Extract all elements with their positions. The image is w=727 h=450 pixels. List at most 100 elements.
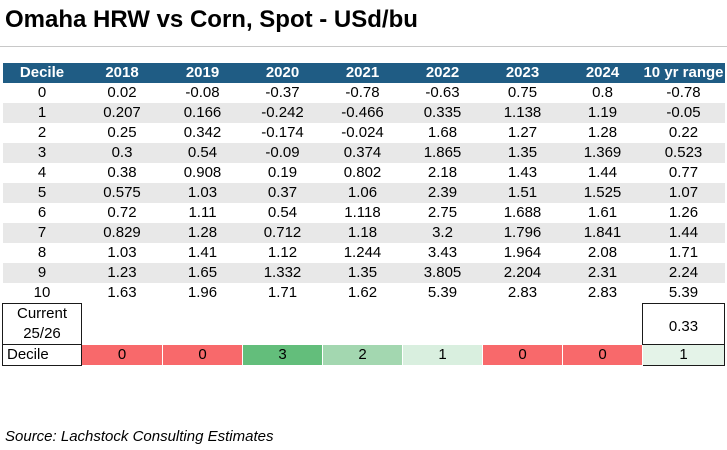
cell-decile: 1 bbox=[2, 103, 82, 123]
cell-2021: 1.18 bbox=[322, 223, 403, 243]
title-bar: Omaha HRW vs Corn, Spot - USd/bu bbox=[0, 0, 727, 47]
cell-2018: 0.25 bbox=[81, 123, 163, 143]
cell-2022: 2.39 bbox=[402, 183, 483, 203]
cell-10yr-range: 1.71 bbox=[642, 243, 725, 263]
cell-2021: 0.374 bbox=[322, 143, 403, 163]
header-2020: 2020 bbox=[242, 63, 323, 83]
decile-row: Decile 0 0 3 2 1 0 0 1 bbox=[2, 344, 725, 366]
cell-decile: 7 bbox=[2, 223, 82, 243]
cell-2022: 0.335 bbox=[402, 103, 483, 123]
cell-2019: 0.908 bbox=[162, 163, 243, 183]
cell-2018: 0.38 bbox=[81, 163, 163, 183]
cell-2018: 0.575 bbox=[81, 183, 163, 203]
cell-2018: 0.02 bbox=[81, 83, 163, 103]
cell-2018: 0.207 bbox=[81, 103, 163, 123]
cell-2022: 2.75 bbox=[402, 203, 483, 223]
cell-2020: 1.71 bbox=[242, 283, 323, 304]
cell-2023: 1.35 bbox=[482, 143, 563, 163]
cell-2019: 1.96 bbox=[162, 283, 243, 304]
cell-2018: 0.3 bbox=[81, 143, 163, 163]
cell-2024: 1.19 bbox=[562, 103, 643, 123]
cell-2019: 0.342 bbox=[162, 123, 243, 143]
cell-2021: 1.35 bbox=[322, 263, 403, 283]
cell-decile: 0 bbox=[2, 83, 82, 103]
cell-2020: -0.37 bbox=[242, 83, 323, 103]
header-10yr-range: 10 yr range bbox=[642, 63, 725, 83]
cell-2023: 1.964 bbox=[482, 243, 563, 263]
cell-2024: 2.31 bbox=[562, 263, 643, 283]
cell-2018: 1.63 bbox=[81, 283, 163, 304]
cell-2023: 1.138 bbox=[482, 103, 563, 123]
cell-decile: 9 bbox=[2, 263, 82, 283]
header-2023: 2023 bbox=[482, 63, 563, 83]
cell-2019: 1.28 bbox=[162, 223, 243, 243]
cell-decile: 5 bbox=[2, 183, 82, 203]
cell-2018: 0.829 bbox=[81, 223, 163, 243]
current-label-line1: Current bbox=[16, 305, 68, 322]
cell-2024: 1.525 bbox=[562, 183, 643, 203]
header-2022: 2022 bbox=[402, 63, 483, 83]
table-row: 2 0.25 0.342 -0.174 -0.024 1.68 1.27 1.28 0.22 bbox=[2, 123, 725, 143]
cell-2021: -0.466 bbox=[322, 103, 403, 123]
table-row: 8 1.03 1.41 1.12 1.244 3.43 1.964 2.08 1.71 bbox=[2, 243, 725, 263]
cell-10yr-range: 0.77 bbox=[642, 163, 725, 183]
cell-2019: 1.03 bbox=[162, 183, 243, 203]
cell-2023: 1.51 bbox=[482, 183, 563, 203]
current-value: 0.33 bbox=[642, 303, 725, 345]
cell-2023: 2.204 bbox=[482, 263, 563, 283]
cell-decile: 10 bbox=[2, 283, 82, 304]
cell-2018: 1.23 bbox=[81, 263, 163, 283]
cell-2024: 2.08 bbox=[562, 243, 643, 263]
header-2024: 2024 bbox=[562, 63, 643, 83]
cell-2020: 0.37 bbox=[242, 183, 323, 203]
decile-cell-2021: 2 bbox=[322, 344, 403, 366]
current-label: Current 25/26 bbox=[2, 303, 82, 345]
cell-2023: 1.43 bbox=[482, 163, 563, 183]
page-title: Omaha HRW vs Corn, Spot - USd/bu bbox=[5, 6, 418, 33]
cell-decile: 6 bbox=[2, 203, 82, 223]
cell-2023: 1.688 bbox=[482, 203, 563, 223]
cell-2020: 1.332 bbox=[242, 263, 323, 283]
cell-2022: 1.865 bbox=[402, 143, 483, 163]
cell-2023: 2.83 bbox=[482, 283, 563, 304]
decile-row-label: Decile bbox=[2, 344, 82, 366]
decile-table: Decile 2018 2019 2020 2021 2022 2023 202… bbox=[2, 63, 725, 366]
source-note: Source: Lachstock Consulting Estimates bbox=[5, 428, 274, 445]
cell-2021: 0.802 bbox=[322, 163, 403, 183]
cell-10yr-range: 2.24 bbox=[642, 263, 725, 283]
cell-2022: 5.39 bbox=[402, 283, 483, 304]
cell-2024: 1.841 bbox=[562, 223, 643, 243]
current-label-line2: 25/26 bbox=[23, 325, 61, 342]
table-row: 7 0.829 1.28 0.712 1.18 3.2 1.796 1.841 1.44 bbox=[2, 223, 725, 243]
decile-cell-2022: 1 bbox=[402, 344, 483, 366]
cell-2020: 1.12 bbox=[242, 243, 323, 263]
cell-10yr-range: 1.44 bbox=[642, 223, 725, 243]
cell-2020: 0.19 bbox=[242, 163, 323, 183]
cell-2022: 3.805 bbox=[402, 263, 483, 283]
table-row: 4 0.38 0.908 0.19 0.802 2.18 1.43 1.44 0.77 bbox=[2, 163, 725, 183]
cell-2024: 1.44 bbox=[562, 163, 643, 183]
cell-2021: 1.06 bbox=[322, 183, 403, 203]
decile-cell-2024: 0 bbox=[562, 344, 643, 366]
cell-decile: 8 bbox=[2, 243, 82, 263]
cell-10yr-range: 5.39 bbox=[642, 283, 725, 304]
cell-10yr-range: 0.22 bbox=[642, 123, 725, 143]
cell-2024: 1.61 bbox=[562, 203, 643, 223]
cell-10yr-range: 1.07 bbox=[642, 183, 725, 203]
current-blank bbox=[81, 303, 643, 345]
cell-2019: 1.65 bbox=[162, 263, 243, 283]
decile-cell-2018: 0 bbox=[81, 344, 163, 366]
cell-2024: 1.369 bbox=[562, 143, 643, 163]
cell-2020: -0.242 bbox=[242, 103, 323, 123]
header-2021: 2021 bbox=[322, 63, 403, 83]
header-2018: 2018 bbox=[81, 63, 163, 83]
cell-decile: 3 bbox=[2, 143, 82, 163]
cell-10yr-range: -0.05 bbox=[642, 103, 725, 123]
cell-2019: 1.11 bbox=[162, 203, 243, 223]
table-row: 1 0.207 0.166 -0.242 -0.466 0.335 1.138 1.19 -0.… bbox=[2, 103, 725, 123]
table-row: 0 0.02 -0.08 -0.37 -0.78 -0.63 0.75 0.8 -0.78 bbox=[2, 83, 725, 103]
cell-2020: 0.54 bbox=[242, 203, 323, 223]
cell-10yr-range: -0.78 bbox=[642, 83, 725, 103]
cell-2018: 0.72 bbox=[81, 203, 163, 223]
table-row: 6 0.72 1.11 0.54 1.118 2.75 1.688 1.61 1.26 bbox=[2, 203, 725, 223]
